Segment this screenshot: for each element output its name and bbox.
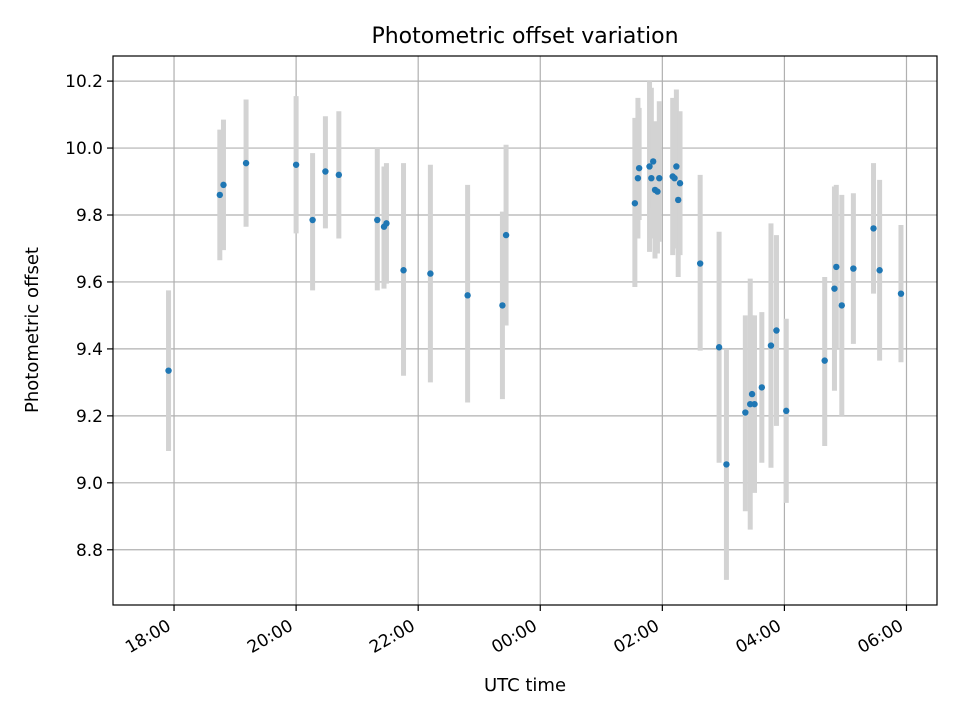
- data-point: [464, 292, 471, 299]
- data-point: [400, 267, 407, 274]
- data-point: [742, 409, 749, 416]
- data-point: [656, 174, 663, 182]
- data-point: [673, 163, 680, 170]
- data-point: [649, 158, 657, 165]
- data-point: [635, 164, 643, 172]
- data-point: [876, 267, 883, 274]
- data-point: [374, 216, 381, 224]
- chart-title: Photometric offset variation: [371, 24, 678, 49]
- y-tick-label: 8.8: [76, 541, 103, 561]
- data-point: [242, 159, 250, 167]
- data-point: [675, 196, 682, 204]
- data-point: [715, 344, 723, 351]
- y-tick-label: 10.0: [65, 139, 103, 159]
- data-point: [631, 200, 639, 207]
- data-point: [646, 163, 653, 170]
- data-point: [870, 225, 877, 232]
- data-point: [758, 384, 766, 391]
- x-axis-label: UTC time: [484, 675, 566, 696]
- data-point: [671, 174, 678, 182]
- plot-frame: [112, 55, 938, 606]
- data-point: [850, 265, 857, 272]
- data-point: [427, 270, 434, 277]
- data-point: [751, 400, 758, 408]
- data-point: [821, 357, 828, 364]
- data-point: [309, 216, 316, 224]
- data-point: [292, 161, 300, 168]
- data-point: [648, 174, 655, 182]
- data-point: [897, 290, 905, 297]
- data-point: [634, 174, 642, 182]
- data-point: [165, 367, 172, 374]
- data-point: [335, 171, 343, 179]
- y-tick-label: 9.2: [76, 407, 103, 427]
- data-point: [783, 407, 790, 415]
- data-point: [676, 180, 684, 187]
- y-axis-label: Photometric offset: [22, 247, 43, 413]
- y-tick-label: 9.0: [76, 474, 103, 494]
- data-point: [216, 191, 224, 199]
- data-points: [165, 158, 905, 468]
- data-point: [838, 302, 845, 309]
- data-point: [502, 231, 510, 239]
- data-point: [654, 188, 661, 195]
- y-tick-label: 9.8: [76, 206, 103, 226]
- data-point: [383, 220, 390, 227]
- data-point: [833, 263, 840, 271]
- data-point: [831, 285, 838, 292]
- data-point: [773, 327, 780, 334]
- y-tick-label: 9.6: [76, 273, 103, 293]
- data-point: [499, 302, 506, 309]
- data-point: [723, 461, 730, 468]
- data-point: [322, 168, 329, 175]
- data-point: [767, 342, 775, 349]
- data-point: [748, 390, 756, 398]
- data-point: [220, 181, 227, 189]
- y-tick-label: 10.2: [65, 72, 103, 92]
- y-tick-label: 9.4: [76, 340, 103, 360]
- data-point: [696, 260, 704, 267]
